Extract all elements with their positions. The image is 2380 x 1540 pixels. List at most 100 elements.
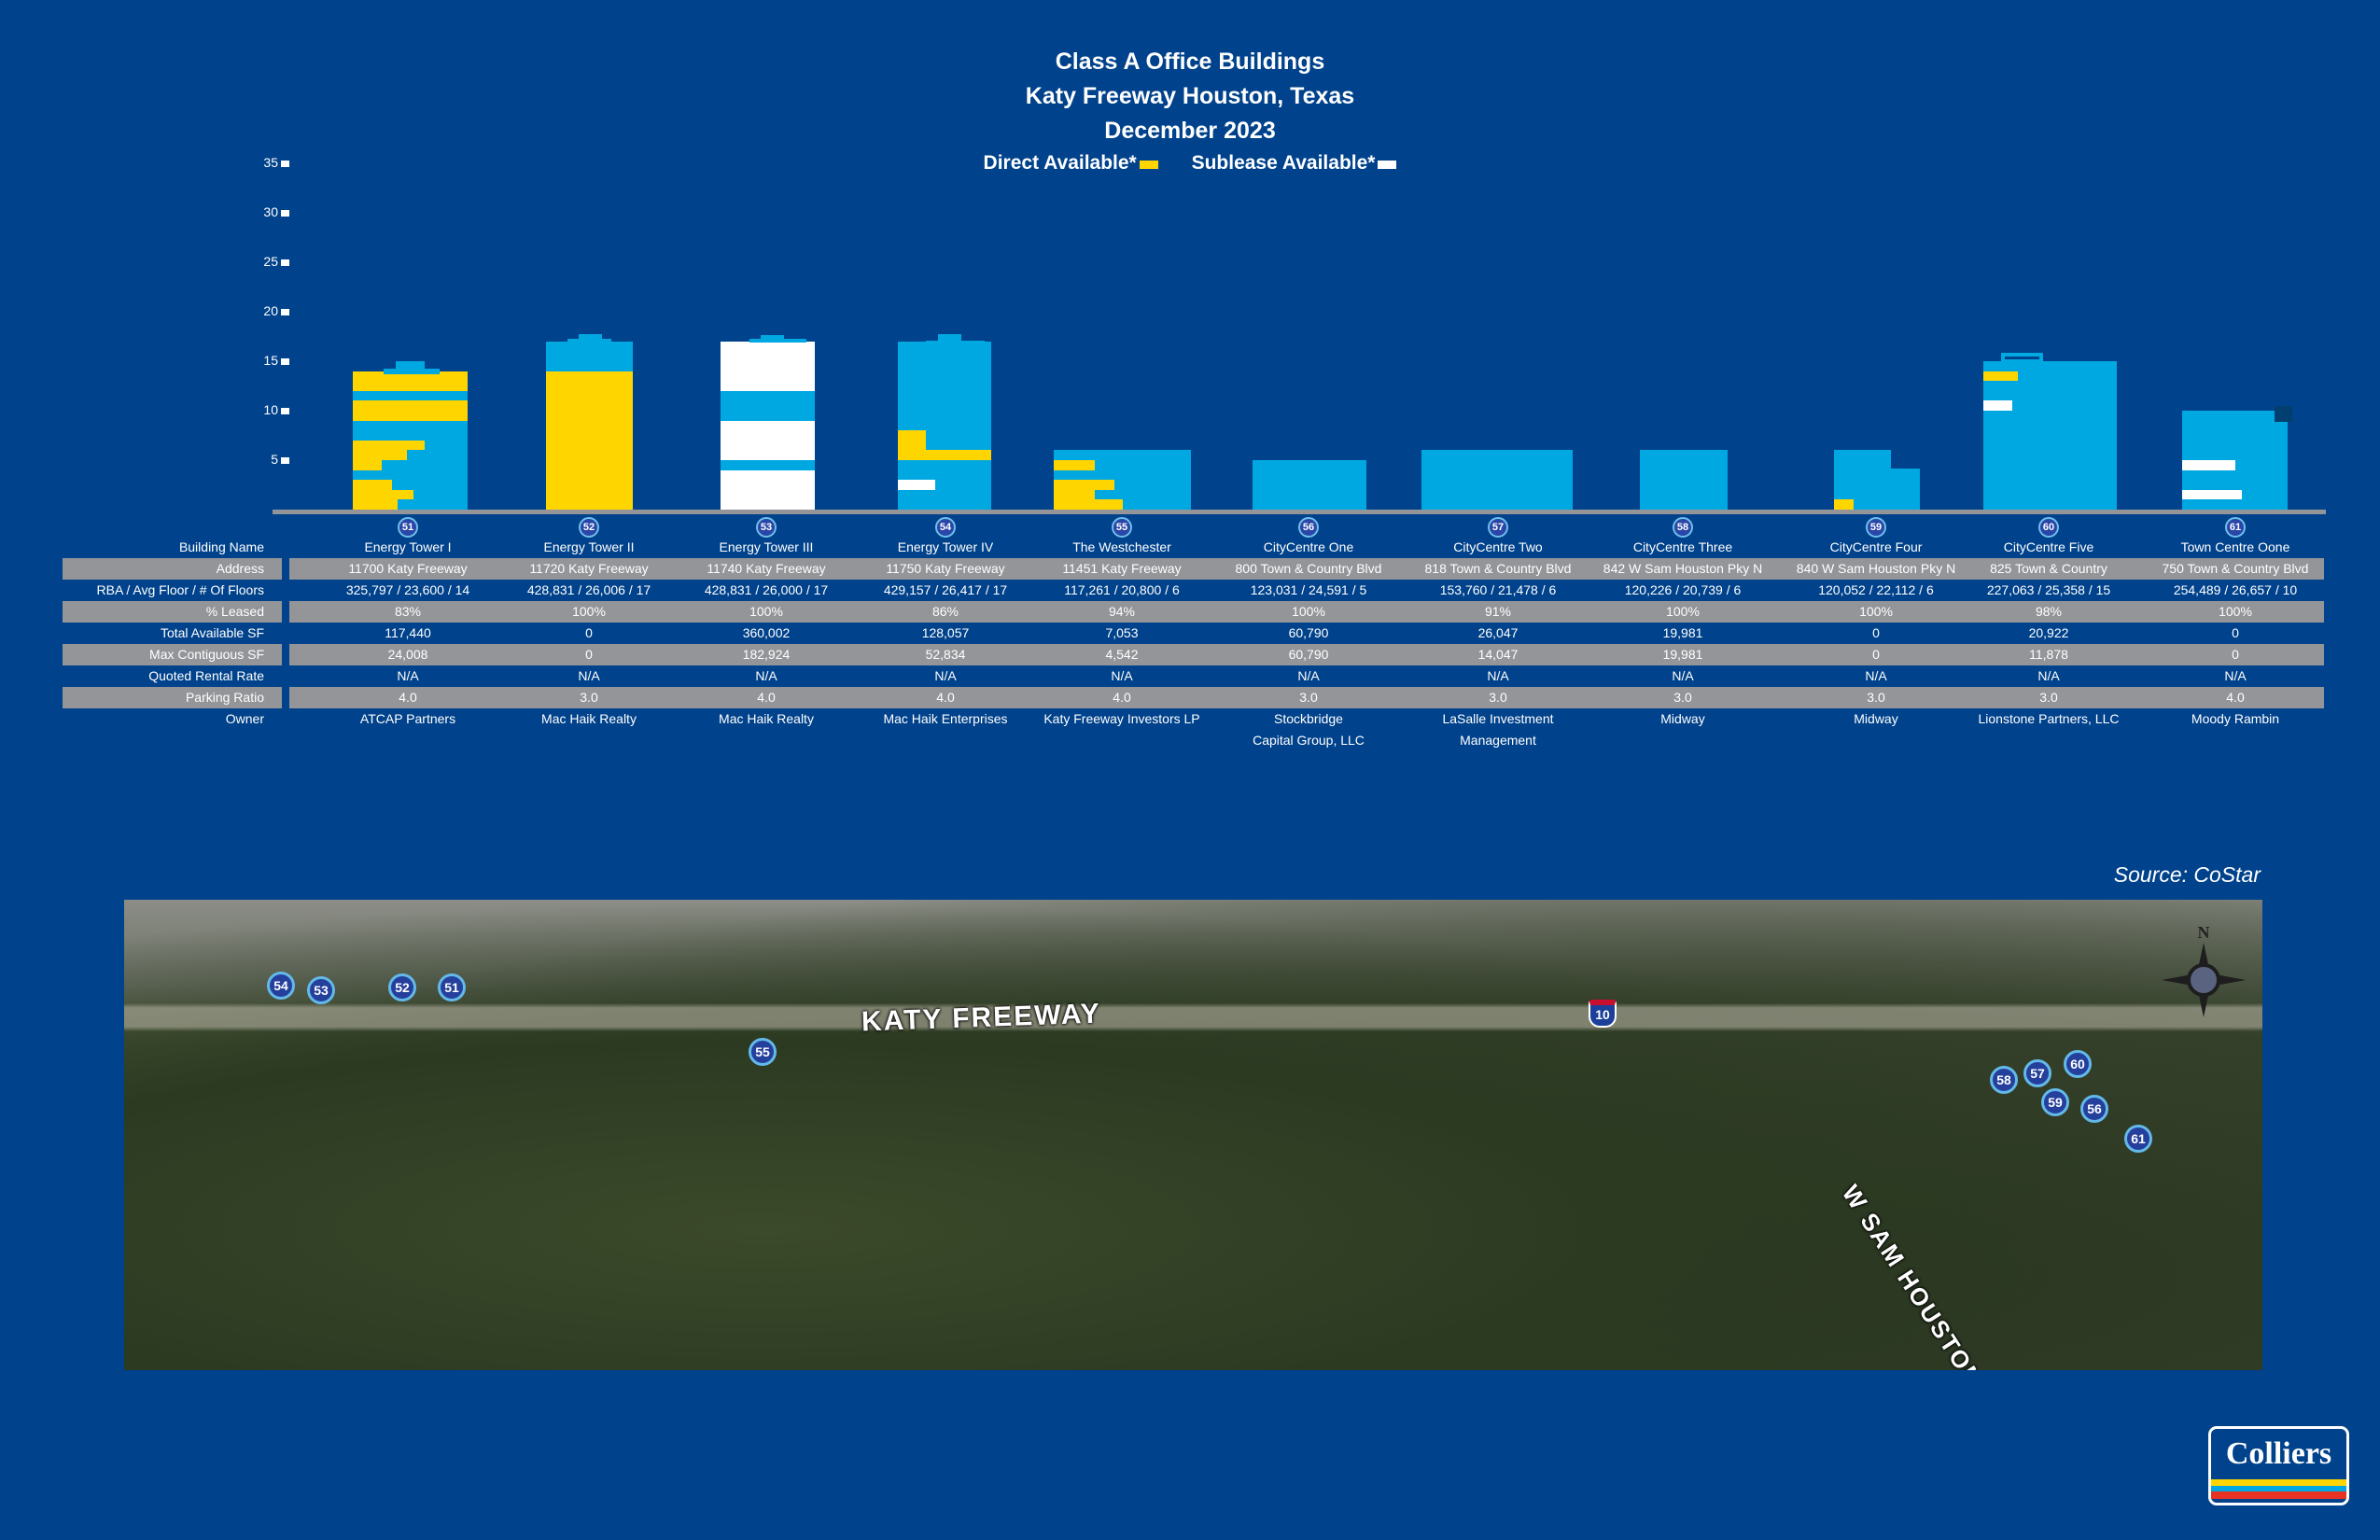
cell-leased: 100% [749,604,783,619]
cell-rba: 120,052 / 22,112 / 6 [1818,582,1934,597]
cell-parking: 3.0 [1489,690,1507,705]
direct-available-segment [353,400,468,421]
cell-leased: 100% [1859,604,1893,619]
label-stripe [63,687,282,708]
row-label: Address [216,561,264,576]
map-marker-56: 56 [2080,1095,2108,1123]
cell-name: CityCentre Three [1632,539,1733,554]
cell-max: 182,924 [742,647,791,662]
cell-address: 800 Town & Country Blvd [1235,561,1382,576]
cell-rate: N/A [1487,668,1509,683]
chart-date: December 2023 [1104,118,1276,144]
row-stripe [289,601,2324,623]
cell-rba: 428,831 / 26,000 / 17 [704,582,829,597]
cell-name: Energy Tower I [364,539,452,554]
cell-rba: 429,157 / 26,417 / 17 [883,582,1008,597]
building-60 [1983,361,2117,510]
row-stripe [289,687,2324,708]
source-note: Source: CoStar [2113,862,2261,887]
sublease-available-segment [2182,489,2243,500]
building-crown [579,334,602,339]
cell-total: 0 [2232,625,2239,640]
cell-max: 14,047 [1477,647,1519,662]
building-number-badge: 55 [1112,517,1132,538]
building-crown [396,361,425,369]
cell-rate: N/A [934,668,957,683]
cell-owner: LaSalle Investment [1442,711,1554,726]
cell-owner: Mac Haik Realty [541,711,637,726]
cell-leased: 91% [1484,604,1512,619]
cell-rate: N/A [1672,668,1694,683]
direct-available-segment [1054,499,1123,510]
cell-rate: N/A [2037,668,2060,683]
building-61 [2182,411,2288,510]
sublease-available-segment [721,420,815,460]
building-58 [1640,450,1728,510]
direct-available-segment [1834,499,1855,510]
direct-available-segment [1054,459,1096,470]
cell-owner: ATCAP Partners [359,711,456,726]
cell-owner: Stockbridge [1274,711,1343,726]
row-label: RBA / Avg Floor / # Of Floors [96,582,264,597]
legend-sublease-label: Sublease Available* [1191,152,1376,174]
row-label: Total Available SF [160,625,264,640]
cell-address: 842 W Sam Houston Pky N [1603,561,1763,576]
direct-available-segment [353,450,407,460]
building-crown [567,339,611,343]
building-57 [1421,450,1573,510]
row-label: Owner [225,711,264,726]
chart-title: Class A Office Buildings [1055,49,1325,75]
cell-name: Town Centre Oone [2180,539,2290,554]
cell-total: 60,790 [1288,625,1329,640]
building-number-badge: 59 [1866,517,1886,538]
cell-rate: N/A [397,668,419,683]
building-number-badge: 54 [935,517,956,538]
cell-rate: N/A [1111,668,1133,683]
cell-leased: 100% [1666,604,1700,619]
chart-baseline [273,510,2326,514]
cell-address: 840 W Sam Houston Pky N [1796,561,1956,576]
cell-max: 60,790 [1288,647,1329,662]
map-marker-59: 59 [2041,1088,2069,1116]
cell-rba: 227,063 / 25,358 / 15 [1986,582,2111,597]
direct-available-segment [353,440,426,451]
label-stripe [63,601,282,623]
cell-rba: 254,489 / 26,657 / 10 [2173,582,2298,597]
cell-total: 360,002 [742,625,791,640]
cell-max: 52,834 [925,647,966,662]
cell-total: 19,981 [1662,625,1703,640]
building-crown [2275,406,2292,422]
building-number-badge: 58 [1673,517,1693,538]
map-marker-53: 53 [307,976,335,1004]
cell-rba: 325,797 / 23,600 / 14 [345,582,470,597]
map-marker-52: 52 [388,973,416,1001]
colliers-logo: Colliers [2208,1426,2349,1505]
cell-max: 0 [1872,647,1880,662]
y-tick-label: 10 [252,402,289,417]
cell-leased: 86% [931,604,959,619]
cell-parking: 4.0 [399,690,417,705]
cell-rba: 123,031 / 24,591 / 5 [1250,582,1367,597]
label-stripe [63,644,282,665]
cell-max: 11,878 [2029,647,2068,662]
direct-available-segment [353,371,468,391]
building-crown [749,339,806,343]
y-tick-label: 30 [252,204,289,219]
cell-max: 24,008 [387,647,428,662]
direct-available-segment [1054,480,1114,490]
building-number-badge: 51 [398,517,418,538]
cell-total: 117,440 [385,625,431,640]
direct-available-segment [546,371,633,510]
sublease-available-segment [1983,400,2013,411]
cell-owner: Midway [1660,711,1705,726]
map-marker-54: 54 [267,972,295,1000]
cell-rate: N/A [1297,668,1320,683]
cell-owner: Mac Haik Realty [719,711,814,726]
cell-owner2: Management [1460,733,1536,748]
cell-name: Energy Tower II [543,539,635,554]
direct-available-segment [353,480,392,490]
cell-total: 0 [585,625,593,640]
building-number-badge: 61 [2225,517,2246,538]
y-tick-label: 15 [252,353,289,368]
cell-parking: 3.0 [2039,690,2058,705]
